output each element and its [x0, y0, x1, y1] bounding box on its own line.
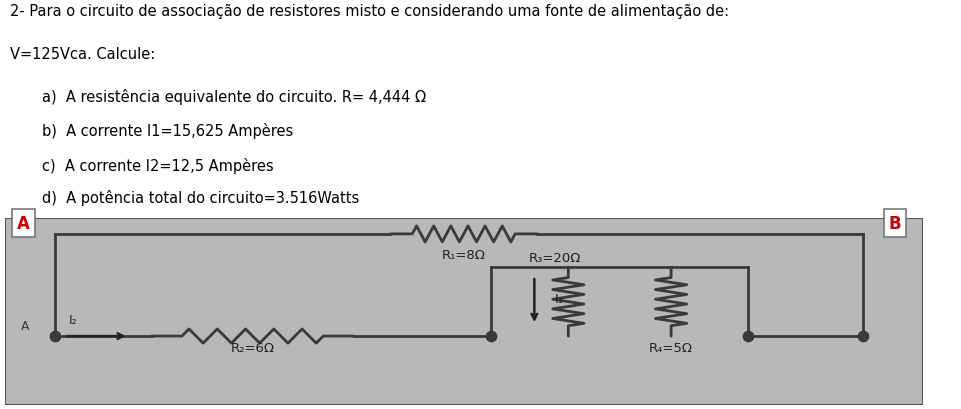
Text: A: A	[21, 319, 30, 332]
Point	[483, 333, 499, 339]
Text: I₂: I₂	[69, 314, 78, 326]
Point	[741, 333, 756, 339]
Text: R₄=5Ω: R₄=5Ω	[649, 342, 693, 355]
Text: A: A	[16, 214, 30, 232]
FancyBboxPatch shape	[5, 219, 923, 405]
Text: V=125Vca. Calcule:: V=125Vca. Calcule:	[10, 47, 155, 62]
Text: R₁=8Ω: R₁=8Ω	[442, 249, 485, 261]
Text: b)  A corrente I1=15,625 Ampères: b) A corrente I1=15,625 Ampères	[42, 123, 293, 139]
Text: d)  A potência total do circuito=3.516Watts: d) A potência total do circuito=3.516Wat…	[42, 189, 359, 205]
Text: I₁: I₁	[554, 292, 563, 305]
Text: R₂=6Ω: R₂=6Ω	[231, 342, 275, 355]
Text: e)  Todas as alternativas estão corretas: e) Todas as alternativas estão corretas	[42, 223, 331, 238]
Point	[855, 333, 871, 339]
Point	[48, 333, 63, 339]
Text: 2- Para o circuito de associação de resistores misto e considerando uma fonte de: 2- Para o circuito de associação de resi…	[10, 4, 728, 19]
Text: a)  A resistência equivalente do circuito. R= 4,444 Ω: a) A resistência equivalente do circuito…	[42, 89, 426, 105]
Text: c)  A corrente I2=12,5 Ampères: c) A corrente I2=12,5 Ampères	[42, 157, 274, 173]
Text: R₃=20Ω: R₃=20Ω	[529, 251, 580, 264]
Text: B: B	[889, 214, 901, 232]
